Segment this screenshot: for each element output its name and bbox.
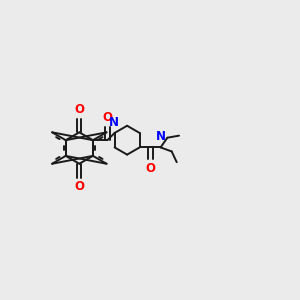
Text: N: N bbox=[109, 116, 119, 129]
Text: O: O bbox=[74, 103, 84, 116]
Text: O: O bbox=[74, 180, 84, 193]
Text: N: N bbox=[156, 130, 166, 143]
Text: O: O bbox=[146, 162, 155, 175]
Text: O: O bbox=[102, 112, 112, 124]
